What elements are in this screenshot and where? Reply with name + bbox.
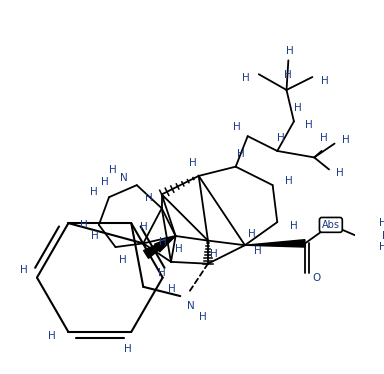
Text: H: H bbox=[379, 218, 384, 228]
Text: H: H bbox=[286, 46, 294, 56]
Text: H: H bbox=[237, 149, 245, 159]
Text: H: H bbox=[124, 344, 131, 354]
Polygon shape bbox=[144, 236, 175, 258]
Text: H: H bbox=[242, 73, 250, 83]
Text: H: H bbox=[210, 249, 217, 258]
Text: H: H bbox=[382, 231, 384, 241]
Text: H: H bbox=[119, 255, 127, 265]
Text: H: H bbox=[248, 229, 256, 239]
Text: H: H bbox=[80, 220, 88, 230]
Text: H: H bbox=[91, 231, 99, 241]
Text: H: H bbox=[140, 222, 148, 232]
Text: H: H bbox=[168, 283, 176, 294]
Text: H: H bbox=[254, 246, 262, 256]
Text: Abs: Abs bbox=[322, 220, 340, 230]
Text: H: H bbox=[199, 312, 206, 322]
Text: H: H bbox=[319, 133, 327, 143]
Text: H: H bbox=[285, 70, 292, 80]
Text: H: H bbox=[189, 158, 197, 168]
Text: H: H bbox=[20, 265, 28, 275]
Text: H: H bbox=[321, 76, 329, 86]
Text: H: H bbox=[342, 135, 349, 145]
Polygon shape bbox=[245, 240, 305, 247]
Text: H: H bbox=[109, 165, 117, 175]
Text: H: H bbox=[101, 177, 109, 187]
Text: H: H bbox=[294, 104, 301, 113]
Text: O: O bbox=[312, 273, 320, 283]
Text: H: H bbox=[305, 120, 313, 130]
Text: H: H bbox=[233, 122, 240, 132]
Polygon shape bbox=[155, 236, 175, 252]
Text: N: N bbox=[120, 173, 128, 183]
Text: H: H bbox=[90, 187, 98, 197]
Text: H: H bbox=[336, 168, 344, 178]
Text: H: H bbox=[158, 268, 166, 278]
Text: H: H bbox=[277, 133, 285, 143]
Text: H: H bbox=[48, 331, 56, 341]
Text: H: H bbox=[290, 221, 298, 231]
Text: N: N bbox=[187, 301, 195, 311]
Text: H: H bbox=[285, 177, 293, 187]
Text: H: H bbox=[145, 193, 153, 203]
Text: H: H bbox=[159, 236, 167, 246]
Text: H: H bbox=[175, 244, 183, 254]
Text: H: H bbox=[379, 242, 384, 252]
